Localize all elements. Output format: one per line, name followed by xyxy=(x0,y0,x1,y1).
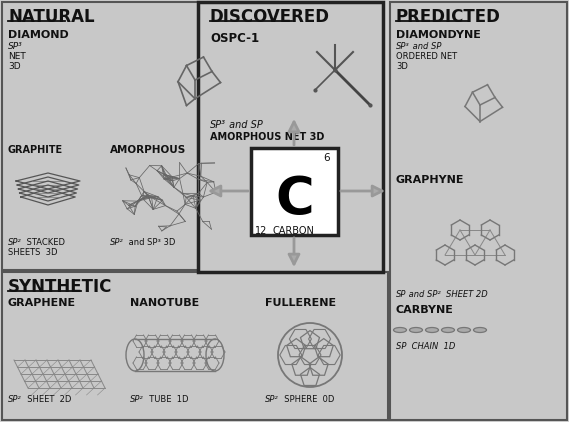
Text: GRAPHYNE: GRAPHYNE xyxy=(396,175,464,185)
Text: NANOTUBE: NANOTUBE xyxy=(130,298,199,308)
Text: 3D: 3D xyxy=(396,62,408,71)
Ellipse shape xyxy=(442,327,455,333)
Text: 6: 6 xyxy=(323,153,330,163)
Ellipse shape xyxy=(473,327,486,333)
Text: SP²: SP² xyxy=(8,238,22,247)
Text: SYNTHETIC: SYNTHETIC xyxy=(8,278,112,296)
Bar xyxy=(390,2,567,420)
Ellipse shape xyxy=(410,327,423,333)
Text: SP³: SP³ xyxy=(210,120,226,130)
Text: PREDICTED: PREDICTED xyxy=(396,8,501,26)
Text: and SP²  SHEET 2D: and SP² SHEET 2D xyxy=(406,290,488,299)
Bar xyxy=(2,2,278,270)
Text: SHEETS  3D: SHEETS 3D xyxy=(8,248,57,257)
Text: SP: SP xyxy=(396,290,406,299)
Text: ORDERED NET: ORDERED NET xyxy=(396,52,457,61)
Text: DISCOVERED: DISCOVERED xyxy=(210,8,330,26)
Text: DIAMOND: DIAMOND xyxy=(8,30,69,40)
Text: SP  CHAIN  1D: SP CHAIN 1D xyxy=(396,342,455,351)
Text: 12: 12 xyxy=(255,226,267,236)
Text: and SP: and SP xyxy=(410,42,442,51)
Ellipse shape xyxy=(394,327,406,333)
Text: SHEET  2D: SHEET 2D xyxy=(22,395,71,404)
Text: OSPC-1: OSPC-1 xyxy=(210,32,259,45)
Text: SP³: SP³ xyxy=(8,42,23,51)
Text: DIAMONDYNE: DIAMONDYNE xyxy=(396,30,481,40)
Text: STACKED: STACKED xyxy=(24,238,65,247)
Bar xyxy=(2,272,388,420)
Bar xyxy=(251,148,338,235)
Text: NATURAL: NATURAL xyxy=(8,8,94,26)
Text: TUBE  1D: TUBE 1D xyxy=(144,395,188,404)
Text: SP³: SP³ xyxy=(396,42,410,51)
Text: FULLERENE: FULLERENE xyxy=(265,298,336,308)
Text: SPHERE  0D: SPHERE 0D xyxy=(279,395,335,404)
Text: SP²: SP² xyxy=(130,395,144,404)
Text: and SP³ 3D: and SP³ 3D xyxy=(126,238,175,247)
Ellipse shape xyxy=(426,327,439,333)
Text: AMORPHOUS NET 3D: AMORPHOUS NET 3D xyxy=(210,132,324,142)
Text: GRAPHITE: GRAPHITE xyxy=(8,145,63,155)
Bar xyxy=(198,2,383,272)
Text: SP²: SP² xyxy=(110,238,123,247)
Text: CARBON: CARBON xyxy=(273,226,315,236)
Text: AMORPHOUS: AMORPHOUS xyxy=(110,145,186,155)
Text: GRAPHENE: GRAPHENE xyxy=(8,298,76,308)
Text: NET: NET xyxy=(8,52,26,61)
Text: SP²: SP² xyxy=(265,395,279,404)
Text: C: C xyxy=(275,174,314,226)
Text: and SP: and SP xyxy=(226,120,263,130)
Text: 3D: 3D xyxy=(8,62,20,71)
Ellipse shape xyxy=(457,327,471,333)
Text: CARBYNE: CARBYNE xyxy=(396,305,454,315)
Text: SP²: SP² xyxy=(8,395,22,404)
